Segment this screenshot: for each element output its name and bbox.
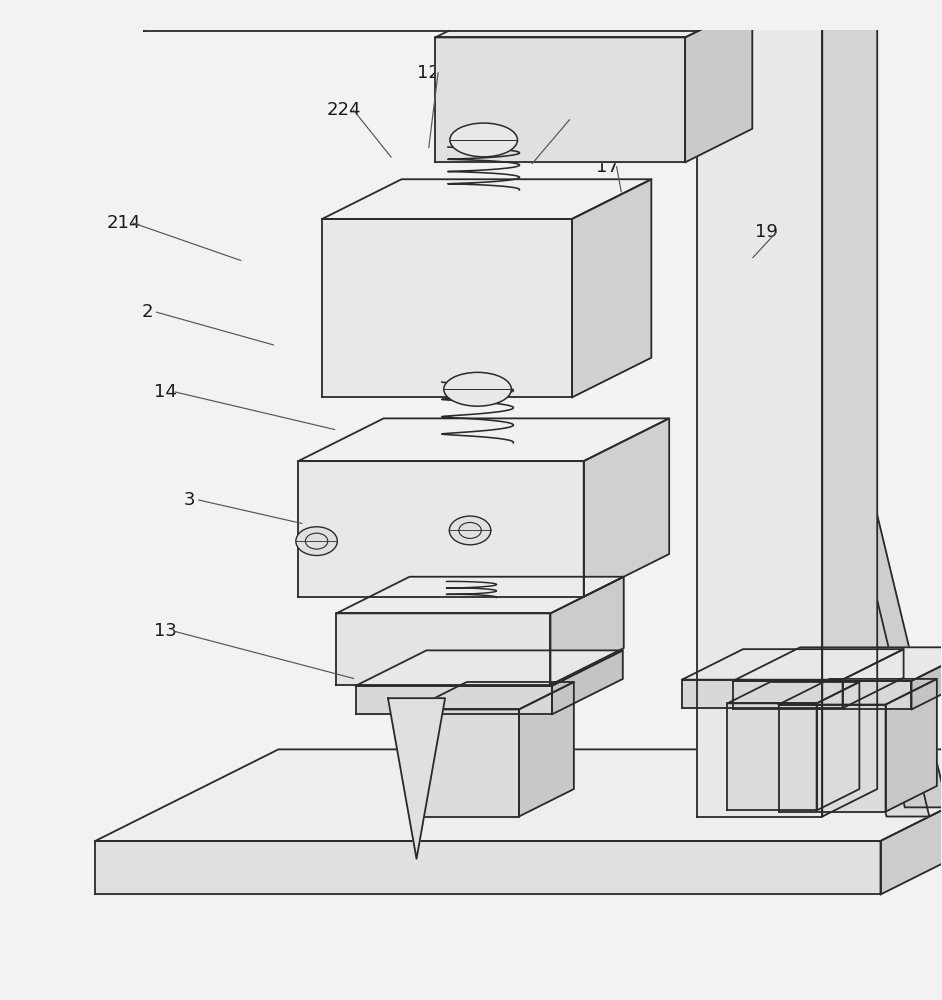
Polygon shape xyxy=(885,679,937,812)
Polygon shape xyxy=(336,613,550,685)
Polygon shape xyxy=(778,679,937,705)
Polygon shape xyxy=(519,682,574,817)
Polygon shape xyxy=(388,698,445,859)
Polygon shape xyxy=(727,682,859,703)
Text: 19: 19 xyxy=(755,223,778,241)
Polygon shape xyxy=(822,0,877,817)
Polygon shape xyxy=(552,650,623,714)
Polygon shape xyxy=(778,705,885,812)
Polygon shape xyxy=(682,649,903,680)
Polygon shape xyxy=(322,179,651,219)
Text: 2: 2 xyxy=(141,303,153,321)
Polygon shape xyxy=(322,219,572,397)
Polygon shape xyxy=(412,682,574,709)
Polygon shape xyxy=(299,418,669,461)
Text: 224: 224 xyxy=(327,101,362,119)
Polygon shape xyxy=(356,686,552,714)
Text: 214: 214 xyxy=(106,214,140,232)
Text: 14: 14 xyxy=(154,383,177,401)
Polygon shape xyxy=(733,647,942,681)
Ellipse shape xyxy=(449,516,491,545)
Polygon shape xyxy=(716,22,942,807)
Polygon shape xyxy=(412,709,519,817)
Polygon shape xyxy=(144,0,697,31)
Polygon shape xyxy=(550,577,624,685)
Polygon shape xyxy=(299,461,584,597)
Polygon shape xyxy=(435,37,685,162)
Polygon shape xyxy=(95,749,942,841)
Polygon shape xyxy=(727,703,817,810)
Polygon shape xyxy=(817,682,859,810)
Polygon shape xyxy=(435,4,753,37)
Polygon shape xyxy=(336,577,624,613)
Polygon shape xyxy=(95,841,881,894)
Polygon shape xyxy=(356,650,623,686)
Polygon shape xyxy=(685,4,753,162)
Polygon shape xyxy=(733,681,912,709)
Polygon shape xyxy=(842,649,903,708)
Polygon shape xyxy=(881,749,942,894)
Ellipse shape xyxy=(296,527,337,556)
Text: 3: 3 xyxy=(184,491,195,509)
Ellipse shape xyxy=(444,372,512,406)
Polygon shape xyxy=(912,647,942,709)
Polygon shape xyxy=(697,0,753,31)
Ellipse shape xyxy=(450,123,517,157)
Polygon shape xyxy=(682,680,842,708)
Text: 17: 17 xyxy=(595,158,619,176)
Text: 11: 11 xyxy=(549,111,572,129)
Text: 13: 13 xyxy=(154,622,177,640)
Polygon shape xyxy=(697,0,822,817)
Polygon shape xyxy=(697,31,930,817)
Polygon shape xyxy=(584,418,669,597)
Text: 12: 12 xyxy=(417,64,440,82)
Polygon shape xyxy=(572,179,651,397)
